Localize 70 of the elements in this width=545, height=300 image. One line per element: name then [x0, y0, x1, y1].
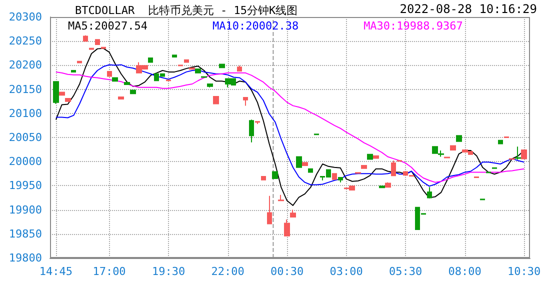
x-tick-label: 05:30	[388, 265, 422, 278]
candlestick	[515, 146, 521, 160]
candlestick	[296, 156, 302, 168]
candlestick	[255, 121, 260, 125]
x-tick-label: 10:30	[508, 265, 541, 278]
y-tick-label: 20250	[8, 34, 42, 48]
candlestick	[53, 81, 59, 104]
candlestick	[521, 150, 527, 160]
candlestick	[213, 96, 219, 104]
y-tick-label: 19850	[8, 227, 42, 240]
candlestick	[124, 82, 130, 85]
candlestick	[59, 91, 65, 96]
x-tick-label: 22:00	[211, 265, 244, 278]
y-tick-label: 20100	[8, 106, 42, 120]
candlestick	[450, 145, 456, 151]
candlestick	[498, 140, 503, 144]
candlestick	[456, 135, 462, 142]
candlestick	[65, 98, 71, 102]
candlestick	[172, 54, 177, 58]
candlestick	[272, 171, 278, 179]
candlestick	[148, 57, 153, 63]
candlestick	[95, 39, 100, 45]
y-tick-label: 19800	[8, 252, 42, 264]
candlestick	[184, 59, 189, 63]
y-tick-label: 19950	[8, 179, 42, 192]
candlestick	[361, 164, 367, 169]
text: MA30:19988.9367	[364, 20, 463, 32]
candlestick	[267, 195, 272, 224]
candlestick	[338, 177, 343, 183]
candlestick	[83, 34, 88, 42]
candlestick	[243, 96, 248, 106]
candlestick	[308, 168, 313, 173]
y-tick-label: 20150	[8, 82, 42, 96]
candlestick	[385, 182, 391, 188]
candlestick	[391, 160, 396, 176]
candlestick	[112, 77, 118, 82]
candlestick	[118, 96, 124, 100]
candlestick	[427, 186, 432, 198]
candlestick	[130, 90, 136, 94]
candlestick	[219, 64, 225, 68]
text: 2022-08-28 10:16:29	[400, 2, 538, 16]
y-tick-label: 19900	[8, 203, 42, 216]
candlestick	[278, 194, 284, 202]
candlestick	[249, 119, 254, 143]
candlestick	[77, 60, 82, 64]
text: MA5:20027.54	[68, 20, 148, 32]
candlestick	[107, 70, 112, 77]
candlestick	[332, 173, 337, 180]
candlestick	[367, 154, 373, 160]
y-tick-label: 20000	[8, 155, 42, 168]
y-tick-label: 20300	[8, 10, 42, 24]
x-tick-label: 08:00	[448, 265, 482, 278]
candlestick	[261, 176, 266, 180]
x-tick-label: 03:00	[330, 265, 363, 278]
x-tick-label: 17:00	[92, 265, 126, 278]
x-tick-label: 00:30	[270, 265, 304, 278]
candlestick	[284, 218, 290, 236]
candlestick	[373, 155, 379, 159]
candlestick	[302, 162, 308, 166]
candlestick	[290, 209, 296, 218]
candlestick	[207, 84, 213, 88]
text: MA10:20002.38	[212, 20, 299, 32]
candlestick	[195, 68, 201, 74]
x-tick-label: 19:30	[152, 265, 186, 278]
candlestick	[379, 186, 385, 188]
candlestick	[237, 65, 242, 72]
y-tick-label: 20200	[8, 58, 42, 72]
y-tick-label: 20050	[8, 131, 42, 144]
chart-title: BTCDOLLAR 比特币兑美元 - 15分钟K线图	[75, 4, 298, 17]
x-tick-label: 14:45	[39, 265, 72, 278]
